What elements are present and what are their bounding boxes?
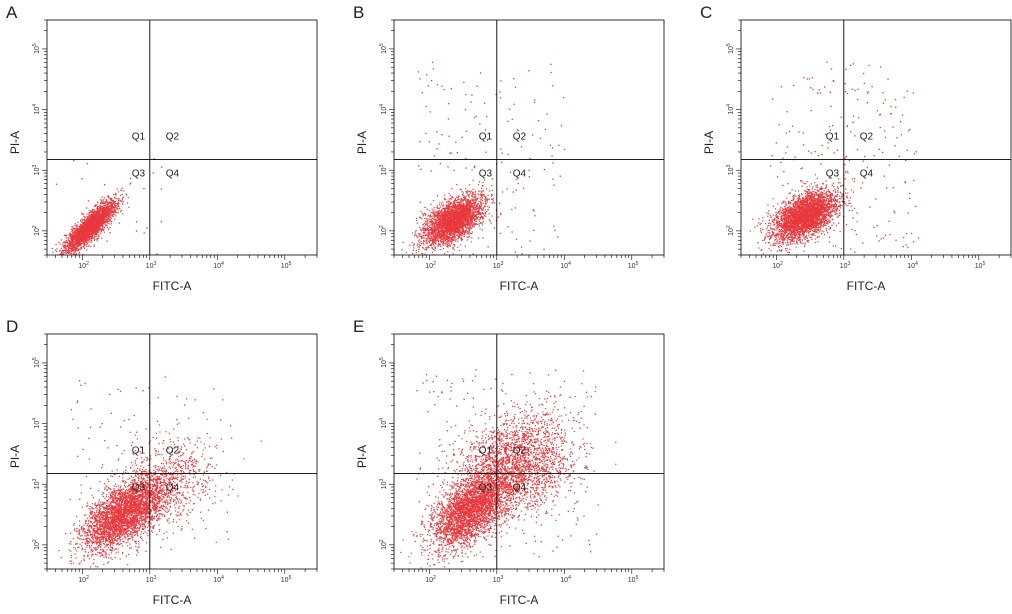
x-axis-title: FITC-A [847,279,886,293]
y-tick-label: 103 [32,478,41,489]
population-1 [750,168,864,262]
x-axis-title: FITC-A [500,593,539,607]
y-tick-label: 104 [32,418,41,429]
x-tick-label: 104 [907,261,918,270]
y-axis-title: PI-A [8,131,22,154]
y-axis-title: PI-A [355,445,369,468]
panel-letter: C [700,3,712,22]
y-tick-label: 103 [379,164,388,175]
quadrant-label-q1: Q1 [132,446,146,457]
event-points [400,369,616,571]
y-tick-label: 103 [726,164,735,175]
panel-a: A Q1 Q2 Q3 Q4 102 103 104 105 102 103 104 105 FITC-A P… [0,0,340,300]
x-tick-label: 103 [493,575,504,584]
quadrant-label-q1: Q1 [479,132,493,143]
x-tick-label: 105 [628,261,639,270]
quadrant-label-q2: Q2 [513,132,527,143]
y-tick-label: 105 [32,357,41,368]
quadrant-label-q3: Q3 [479,483,493,494]
quadrant-label-q1: Q1 [479,446,493,457]
y-tick-label: 102 [32,225,41,236]
scatter-plot-e: E Q1 Q2 Q3 Q4 102 103 104 105 102 103 104 105 FITC-A P… [347,314,687,614]
quadrant-label-q4: Q4 [860,169,874,180]
panel-b: B Q1 Q2 Q3 Q4 102 103 104 105 102 103 104 105 FITC-A P… [347,0,687,300]
x-tick-label: 104 [560,261,571,270]
x-tick-label: 103 [146,261,157,270]
x-tick-label: 104 [213,261,224,270]
quadrant-label-q3: Q3 [826,169,840,180]
quadrant-label-q3: Q3 [132,169,146,180]
y-tick-label: 102 [726,225,735,236]
scatter-plot-a: A Q1 Q2 Q3 Q4 102 103 104 105 102 103 104 105 FITC-A P… [0,0,340,300]
population-1 [42,183,131,270]
y-tick-label: 104 [379,104,388,115]
x-axis-title: FITC-A [153,279,192,293]
x-tick-label: 102 [425,575,436,584]
panel-letter: A [6,3,18,22]
quadrant-label-q4: Q4 [513,483,527,494]
quadrant-label-q4: Q4 [166,483,180,494]
scatter-plot-b: B Q1 Q2 Q3 Q4 102 103 104 105 102 103 104 105 FITC-A P… [347,0,687,300]
y-axis-title: PI-A [8,445,22,468]
y-axis-title: PI-A [355,131,369,154]
x-tick-label: 105 [975,261,986,270]
x-tick-label: 103 [493,261,504,270]
event-points [55,376,262,579]
quadrant-label-q3: Q3 [479,169,493,180]
x-tick-label: 104 [560,575,571,584]
panel-letter: E [353,317,364,336]
y-tick-label: 104 [32,104,41,115]
y-tick-label: 103 [32,164,41,175]
x-tick-label: 103 [840,261,851,270]
x-tick-label: 105 [281,261,292,270]
event-points [750,62,920,263]
x-tick-label: 104 [213,575,224,584]
y-tick-label: 102 [379,225,388,236]
quadrant-label-q2: Q2 [513,446,527,457]
panel-letter: D [6,317,18,336]
quadrant-label-q3: Q3 [132,483,146,494]
sparse-events [70,376,234,556]
x-tick-label: 102 [425,261,436,270]
panel-letter: B [353,3,364,22]
x-axis-title: FITC-A [153,593,192,607]
quadrant-label-q2: Q2 [166,132,180,143]
x-tick-label: 105 [628,575,639,584]
x-tick-label: 103 [146,575,157,584]
quadrant-label-q1: Q1 [132,132,146,143]
scatter-plot-c: C Q1 Q2 Q3 Q4 102 103 104 105 102 103 104 105 FITC-A P… [694,0,1012,300]
y-tick-label: 105 [726,43,735,54]
population-1 [55,450,195,580]
y-tick-label: 103 [379,478,388,489]
y-axis-title: PI-A [702,131,716,154]
y-tick-label: 102 [379,539,388,550]
quadrant-label-q1: Q1 [826,132,840,143]
panel-d: D Q1 Q2 Q3 Q4 102 103 104 105 102 103 104 105 FITC-A P… [0,314,340,614]
panel-e: E Q1 Q2 Q3 Q4 102 103 104 105 102 103 104 105 FITC-A P… [347,314,687,614]
y-tick-label: 104 [379,418,388,429]
y-tick-label: 102 [32,539,41,550]
panel-c: C Q1 Q2 Q3 Q4 102 103 104 105 102 103 104 105 FITC-A P… [694,0,1012,300]
x-tick-label: 105 [281,575,292,584]
y-tick-label: 105 [379,43,388,54]
quadrant-label-q4: Q4 [166,169,180,180]
quadrant-label-q2: Q2 [166,446,180,457]
x-tick-label: 102 [78,575,89,584]
x-tick-label: 102 [772,261,783,270]
quadrant-label-q4: Q4 [513,169,527,180]
y-tick-label: 105 [32,43,41,54]
x-axis-title: FITC-A [500,279,539,293]
event-points [401,62,565,271]
x-tick-label: 102 [78,261,89,270]
scatter-plot-d: D Q1 Q2 Q3 Q4 102 103 104 105 102 103 104 105 FITC-A P… [0,314,340,614]
y-tick-label: 104 [726,104,735,115]
plot-frame [47,20,317,255]
quadrant-label-q2: Q2 [860,132,874,143]
y-tick-label: 105 [379,357,388,368]
